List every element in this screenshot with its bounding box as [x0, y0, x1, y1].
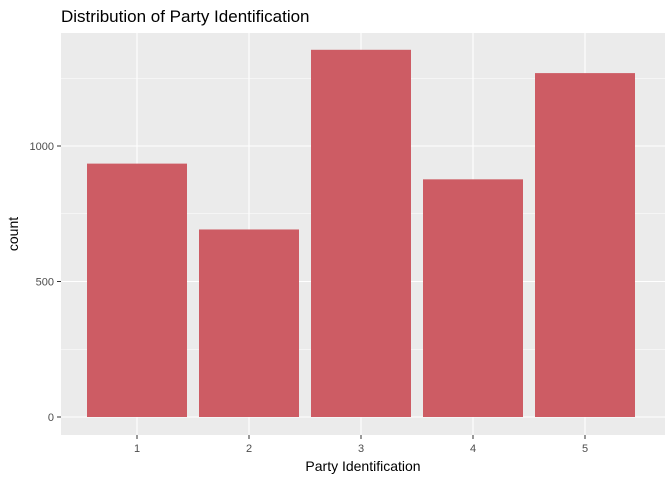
y-axis-ticks: 0 500 1000	[30, 141, 61, 424]
x-tick-label: 5	[582, 443, 588, 455]
x-axis-label: Party Identification	[305, 458, 420, 474]
bar-1	[87, 163, 187, 417]
bar-3	[311, 49, 411, 418]
y-tick-label: 500	[36, 277, 54, 289]
bar-4	[423, 179, 523, 417]
x-tick-label: 1	[134, 443, 140, 455]
y-axis-label: count	[5, 217, 21, 251]
bar-2	[199, 229, 299, 417]
x-axis-ticks: 1 2 3 4 5	[134, 435, 588, 455]
bars	[87, 49, 635, 418]
x-tick-label: 4	[470, 443, 476, 455]
bar-5	[535, 73, 635, 417]
x-tick-label: 2	[246, 443, 252, 455]
y-tick-label: 1000	[30, 141, 54, 153]
chart-title: Distribution of Party Identification	[61, 7, 310, 26]
y-tick-label: 0	[48, 412, 54, 424]
x-tick-label: 3	[358, 443, 364, 455]
